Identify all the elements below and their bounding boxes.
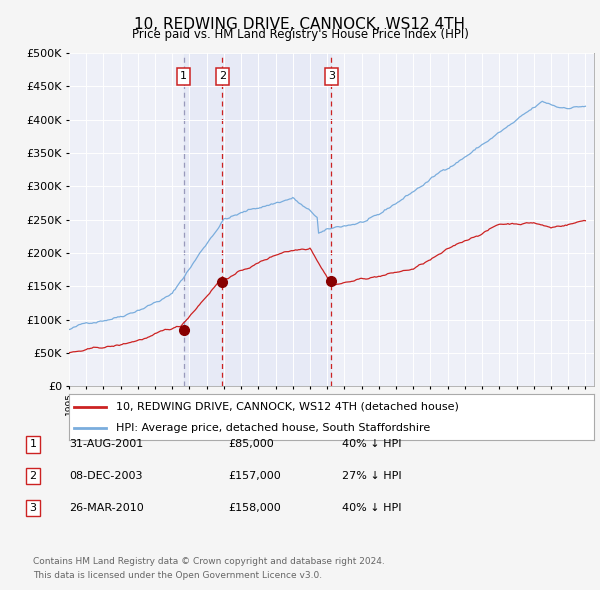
Text: 40% ↓ HPI: 40% ↓ HPI <box>342 503 401 513</box>
Text: £158,000: £158,000 <box>228 503 281 513</box>
Text: 27% ↓ HPI: 27% ↓ HPI <box>342 471 401 481</box>
Text: 2: 2 <box>29 471 37 481</box>
Text: This data is licensed under the Open Government Licence v3.0.: This data is licensed under the Open Gov… <box>33 571 322 580</box>
Bar <box>184 53 331 386</box>
Text: 08-DEC-2003: 08-DEC-2003 <box>69 471 143 481</box>
Text: 10, REDWING DRIVE, CANNOCK, WS12 4TH (detached house): 10, REDWING DRIVE, CANNOCK, WS12 4TH (de… <box>116 402 459 412</box>
Text: 31-AUG-2001: 31-AUG-2001 <box>69 440 143 449</box>
Text: 3: 3 <box>29 503 37 513</box>
Text: 26-MAR-2010: 26-MAR-2010 <box>69 503 144 513</box>
Text: 40% ↓ HPI: 40% ↓ HPI <box>342 440 401 449</box>
Text: HPI: Average price, detached house, South Staffordshire: HPI: Average price, detached house, Sout… <box>116 423 431 432</box>
Text: 1: 1 <box>29 440 37 449</box>
Text: 2: 2 <box>219 71 226 81</box>
Text: £85,000: £85,000 <box>228 440 274 449</box>
Text: 10, REDWING DRIVE, CANNOCK, WS12 4TH: 10, REDWING DRIVE, CANNOCK, WS12 4TH <box>134 17 466 31</box>
Text: Contains HM Land Registry data © Crown copyright and database right 2024.: Contains HM Land Registry data © Crown c… <box>33 557 385 566</box>
Text: 3: 3 <box>328 71 335 81</box>
Text: 1: 1 <box>180 71 187 81</box>
Text: £157,000: £157,000 <box>228 471 281 481</box>
Text: Price paid vs. HM Land Registry's House Price Index (HPI): Price paid vs. HM Land Registry's House … <box>131 28 469 41</box>
